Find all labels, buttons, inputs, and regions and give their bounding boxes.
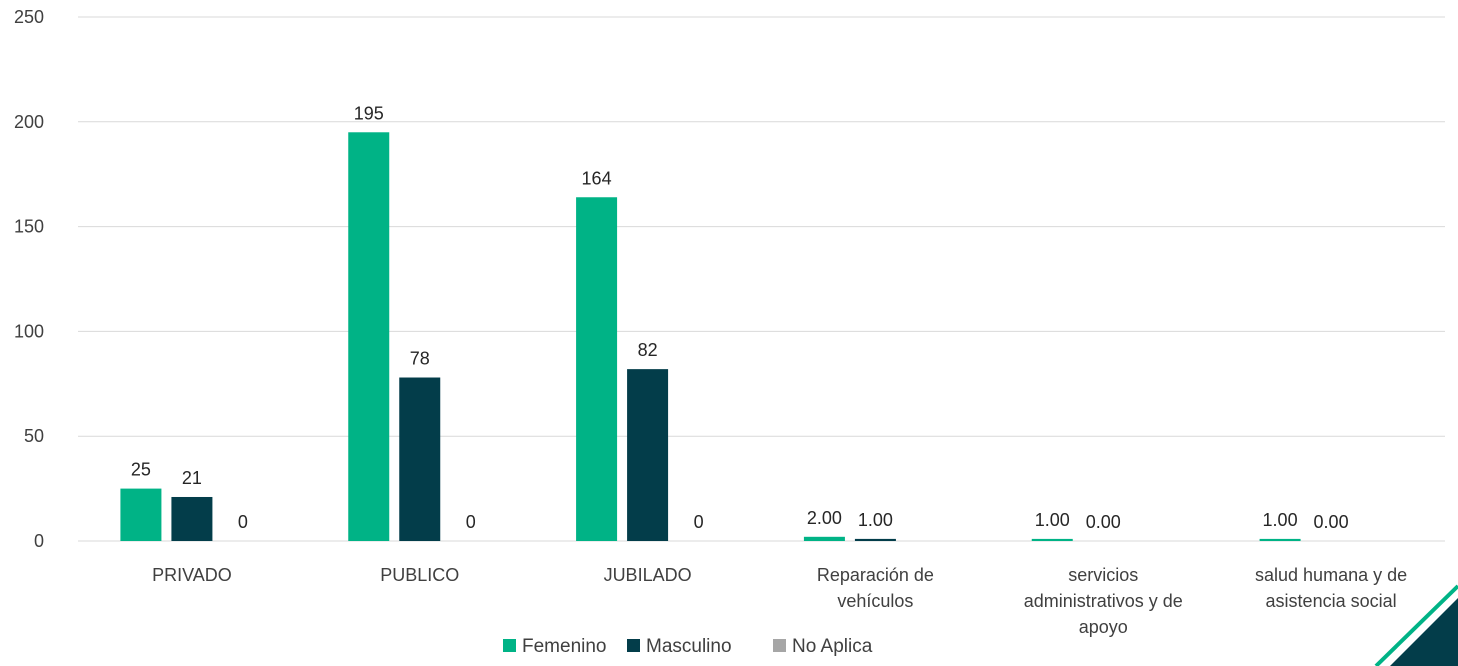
category-label: salud humana y de asistencia social [1255,565,1407,611]
bar-masculino [854,538,896,541]
category-label: JUBILADO [604,565,692,585]
bar-femenino [120,488,162,541]
data-label: 1.00 [1263,510,1298,530]
x-axis: PRIVADO PUBLICO JUBILADO Reparación de vehíc… [152,565,1407,637]
legend-label: No Aplica [792,636,873,657]
bar-femenino [1031,538,1073,541]
bar-masculino [171,496,213,541]
data-label: 195 [354,103,384,123]
legend: Femenino Masculino No Aplica [503,636,873,657]
y-tick-label: 100 [14,321,44,341]
corner-triangle [1390,598,1458,666]
gridlines [78,16,1445,542]
bars [120,132,1301,542]
category-label: servicios administrativos y de apoyo [1024,565,1183,637]
bar-femenino [803,536,845,541]
data-label: 78 [410,349,430,369]
corner-accent-line [1374,584,1458,666]
category-label: Reparación de vehículos [817,565,934,611]
data-label: 0 [466,512,476,532]
y-tick-label: 50 [24,426,44,446]
data-labels: 25 21 0 195 78 0 164 82 0 2.00 1.00 1.00 0.00 1.00 0.0… [131,103,1349,532]
data-label: 25 [131,460,151,480]
data-label: 2.00 [807,508,842,528]
data-label: 21 [182,468,202,488]
data-label: 1.00 [1035,510,1070,530]
corner-decoration [1374,584,1458,666]
data-label: 1.00 [858,510,893,530]
legend-item: No Aplica [773,636,873,657]
data-label: 0.00 [1086,512,1121,532]
legend-swatch [773,639,786,652]
bar-femenino [348,132,390,541]
y-axis: 0 50 100 150 200 250 [14,7,44,551]
bar-femenino [1259,538,1301,541]
legend-item: Femenino [503,636,607,657]
y-tick-label: 0 [34,531,44,551]
data-label: 0 [238,512,248,532]
data-label: 0 [694,512,704,532]
bar-masculino [627,369,669,541]
legend-swatch [503,639,516,652]
data-label: 164 [582,168,612,188]
y-tick-label: 150 [14,217,44,237]
bar-masculino [399,377,441,541]
bar-femenino [576,197,618,542]
y-tick-label: 250 [14,7,44,27]
category-label: PUBLICO [380,565,459,585]
data-label: 0.00 [1314,512,1349,532]
legend-label: Femenino [522,636,607,657]
legend-item: Masculino [627,636,732,657]
data-label: 82 [638,340,658,360]
category-label: PRIVADO [152,565,232,585]
y-tick-label: 200 [14,112,44,132]
legend-swatch [627,639,640,652]
legend-label: Masculino [646,636,732,657]
